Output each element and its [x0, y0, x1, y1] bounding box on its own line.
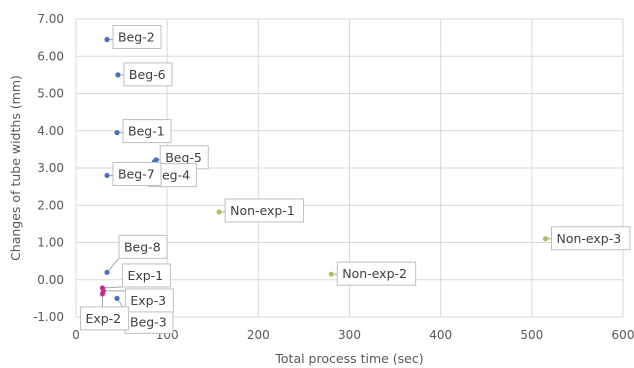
data-label: Beg-3	[130, 314, 167, 329]
data-point	[115, 72, 121, 78]
data-label-box	[336, 261, 417, 286]
data-label-box	[121, 263, 171, 288]
x-tick-label: 600	[612, 328, 634, 342]
data-point	[99, 291, 106, 297]
y-tick-label: 5.00	[37, 87, 64, 101]
y-tick-label: 0.00	[37, 273, 64, 287]
data-label-box	[122, 119, 172, 144]
data-point	[104, 172, 110, 179]
data-label-box	[112, 24, 162, 49]
data-label: Exp-2	[85, 311, 121, 326]
data-label: Beg-5	[165, 150, 202, 165]
data-label-box	[118, 234, 168, 259]
data-label-box	[551, 226, 631, 251]
x-tick-label: 200	[247, 328, 270, 342]
data-label: Beg-2	[118, 29, 155, 44]
y-tick-label: 6.00	[37, 49, 64, 63]
data-label-box	[79, 306, 129, 331]
data-label: Beg-1	[128, 124, 165, 139]
data-label: Non-exp-1	[230, 203, 295, 218]
x-tick-label: 500	[520, 328, 543, 342]
data-label: Beg-4	[153, 168, 190, 183]
data-point	[114, 130, 120, 136]
data-label: Beg-8	[124, 239, 161, 254]
data-label: Exp-3	[130, 293, 166, 308]
y-tick-label: 4.00	[37, 124, 64, 138]
data-point	[216, 209, 222, 215]
axis-labels: -1.000.001.002.003.004.005.006.007.000 10…	[33, 12, 634, 342]
data-label: Non-exp-3	[557, 231, 622, 246]
y-tick-label: 2.00	[37, 198, 64, 212]
data-label-box	[224, 198, 305, 223]
leader-line	[102, 286, 123, 289]
data-point	[328, 271, 334, 277]
y-tick-label: 1.00	[37, 236, 64, 250]
y-tick-label: 3.00	[37, 161, 64, 175]
data-label: Non-exp-2	[342, 266, 407, 281]
data-label-box	[123, 62, 173, 87]
x-tick-label: 300	[338, 328, 361, 342]
data-label: Beg-6	[129, 67, 166, 82]
data-point	[114, 295, 120, 301]
x-tick-label: 400	[429, 328, 452, 342]
data-label-box	[124, 288, 174, 313]
leader-line	[106, 257, 120, 273]
y-tick-label: -1.00	[33, 310, 64, 324]
x-tick-label: 0	[72, 328, 80, 342]
data-point	[104, 269, 110, 275]
x-axis-title: Total process time (sec)	[274, 351, 423, 366]
data-label-box	[112, 161, 162, 186]
data-label: Beg-7	[118, 166, 155, 181]
data-label: Exp-1	[127, 268, 163, 283]
y-axis-title: Changes of tube widths (mm)	[8, 75, 23, 261]
data-point	[104, 36, 110, 43]
data-point	[542, 236, 549, 242]
data-points	[99, 36, 549, 301]
y-tick-label: 7.00	[37, 12, 64, 26]
